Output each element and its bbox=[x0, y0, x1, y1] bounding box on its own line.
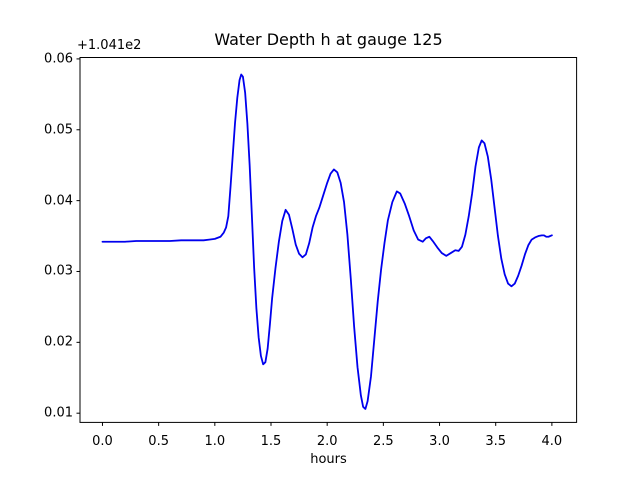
y-tick-label: 0.04 bbox=[44, 193, 73, 209]
x-tick-label: 2.5 bbox=[373, 434, 394, 449]
x-tick-label: 1.5 bbox=[260, 434, 282, 449]
y-tick-label: 0.03 bbox=[44, 263, 73, 279]
x-tick-label: 3.0 bbox=[429, 434, 450, 449]
x-tick-label: 1.0 bbox=[204, 434, 226, 449]
x-tick-label: 4.0 bbox=[541, 434, 563, 449]
x-tick-label: 0.5 bbox=[148, 434, 169, 449]
x-tick-label: 3.5 bbox=[485, 434, 507, 449]
x-tick-label: 0.0 bbox=[92, 434, 113, 449]
x-axis-label: hours bbox=[310, 452, 347, 467]
chart-title: Water Depth h at gauge 125 bbox=[214, 30, 443, 49]
y-tick-label: 0.05 bbox=[44, 122, 73, 138]
y-axis-offset-text: +1.041e2 bbox=[77, 38, 142, 53]
y-tick-label: 0.02 bbox=[44, 334, 73, 350]
axes-spines bbox=[79, 57, 578, 423]
data-line-water-depth-h bbox=[101, 73, 553, 410]
y-tick-label: 0.06 bbox=[44, 51, 73, 67]
x-tick-label: 2.0 bbox=[316, 434, 338, 449]
y-tick-label: 0.01 bbox=[44, 405, 73, 421]
